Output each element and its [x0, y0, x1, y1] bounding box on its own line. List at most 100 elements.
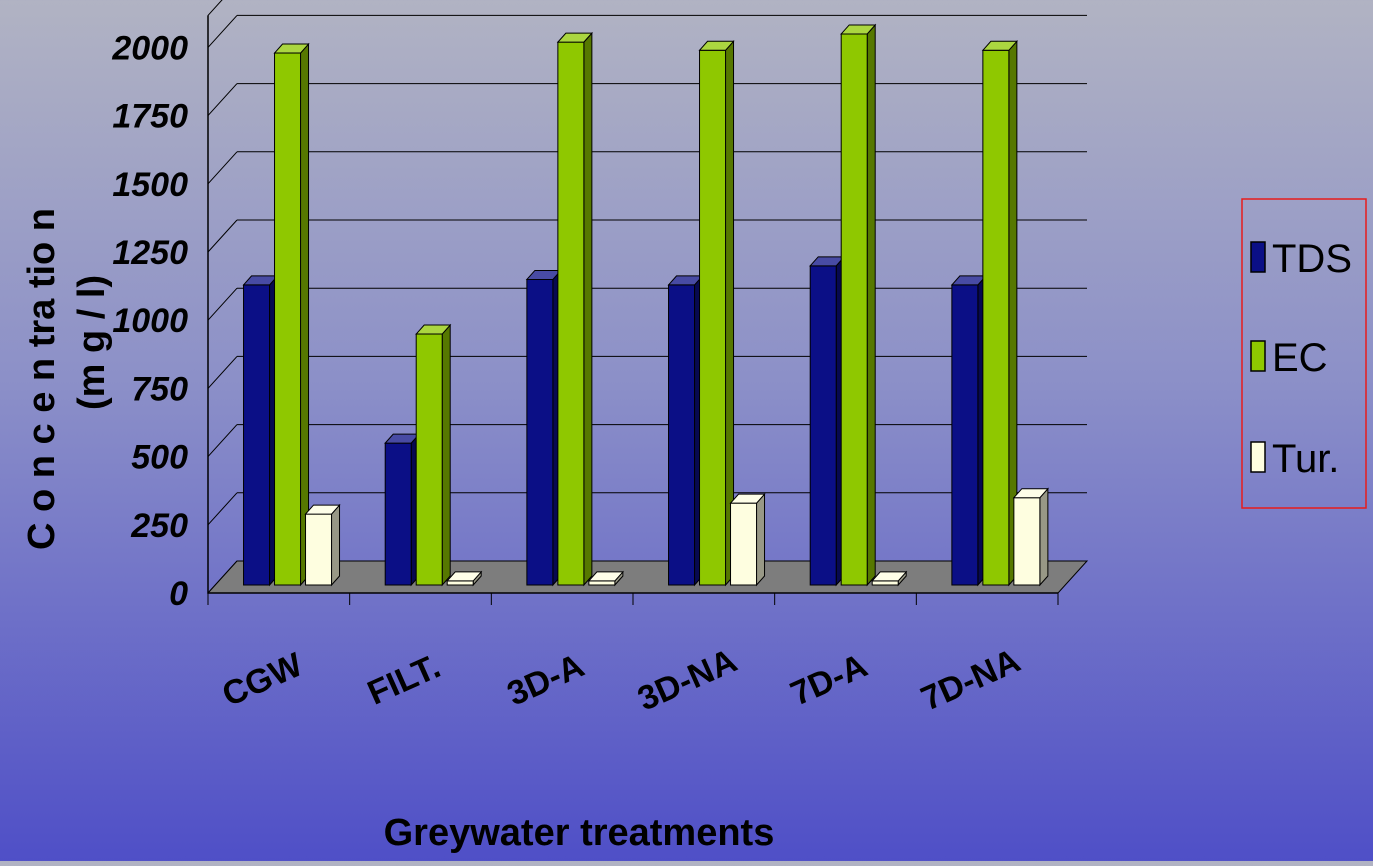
bar-side — [300, 42, 310, 587]
legend-label: EC — [1272, 336, 1328, 380]
bar-top — [587, 571, 624, 582]
gridline-side — [207, 151, 238, 185]
bar-front — [1013, 497, 1041, 586]
axes — [207, 15, 1059, 605]
x-tick-labels: CGW FILT. 3D-A 3D-NA 7D-A 7D-NA — [217, 641, 1026, 718]
y-tick-label: 750 — [131, 370, 188, 408]
bar-top — [446, 571, 483, 582]
bar-top — [415, 324, 452, 335]
legend-item: Tur. — [1250, 437, 1339, 481]
bar-front — [699, 49, 727, 586]
legend-swatch — [1250, 441, 1266, 473]
bar-top — [698, 40, 735, 51]
bar-top — [871, 571, 908, 582]
y-tick-label: 1500 — [112, 166, 188, 204]
bar-top — [729, 493, 766, 504]
x-tick-label: CGW — [217, 645, 309, 714]
bar-front — [982, 49, 1010, 586]
legend: TDS EC Tur. — [1241, 198, 1367, 509]
y-axis-title-line1: C o n c e n tra tio n — [21, 208, 63, 550]
bar-front — [274, 52, 302, 586]
bar-front — [446, 580, 474, 586]
bar-top — [840, 24, 877, 35]
bar-tds — [242, 274, 279, 587]
bar-side — [866, 23, 876, 587]
gridlines — [207, 0, 1087, 594]
bar-side — [756, 492, 766, 587]
bar-front — [243, 284, 271, 586]
y-axis-title-line2: (m g / l) — [71, 275, 113, 410]
bar-front — [668, 284, 696, 586]
bar-ec — [556, 31, 593, 587]
bar-tds — [384, 432, 421, 587]
bar-top — [1012, 488, 1049, 499]
bar-tur — [304, 503, 341, 587]
bar-ec — [840, 23, 877, 587]
x-tick-label: 3D-A — [502, 646, 590, 713]
x-tick-label: 3D-NA — [632, 641, 742, 718]
bar-tds — [809, 255, 846, 587]
bar-side — [331, 503, 341, 587]
bar-tur — [587, 570, 624, 587]
bar-side — [1039, 487, 1049, 587]
y-tick-label: 250 — [130, 507, 188, 545]
bar-ec — [273, 42, 310, 587]
legend-box — [1241, 198, 1367, 509]
bar-front — [730, 502, 758, 586]
legend-item: EC — [1250, 336, 1328, 380]
bar-top — [304, 504, 341, 515]
y-tick-label: 0 — [169, 575, 188, 613]
bar-front — [305, 513, 333, 586]
bar-tds — [525, 269, 562, 587]
bar-side — [583, 31, 593, 587]
y-tick-labels: 0 250 500 750 1000 1250 1500 1750 2000 — [111, 29, 188, 613]
gridline-side — [207, 15, 238, 48]
bar-top — [981, 40, 1018, 51]
gridline-side — [207, 492, 238, 526]
bar-ec — [981, 39, 1018, 587]
bar-tds — [950, 274, 987, 587]
bar-front — [809, 265, 837, 586]
y-tick-label: 2000 — [111, 29, 188, 67]
legend-label: TDS — [1272, 237, 1352, 281]
bar-ec — [698, 39, 735, 587]
bar-tur — [1012, 487, 1049, 587]
legend-item: TDS — [1250, 237, 1352, 281]
bar-tur — [446, 570, 483, 587]
bar-front — [526, 278, 554, 586]
gridline-side — [207, 424, 238, 457]
bar-front — [951, 284, 979, 586]
bars — [242, 23, 1049, 587]
bar-front — [557, 41, 585, 586]
bar-top — [273, 43, 310, 54]
bar-front — [588, 580, 616, 586]
legend-swatch — [1250, 241, 1266, 273]
x-axis-title: Greywater treatments — [384, 812, 775, 854]
y-tick-label: 1000 — [112, 302, 188, 340]
bar-front — [415, 333, 443, 586]
bar-side — [441, 323, 451, 587]
bar-front — [840, 33, 868, 586]
x-tick-label: 7D-NA — [916, 641, 1026, 718]
gridline-side — [207, 219, 238, 253]
bar-tds — [667, 274, 704, 587]
legend-items: TDS EC Tur. — [1250, 237, 1352, 481]
bar-tur — [729, 492, 766, 587]
y-tick-label: 500 — [131, 439, 188, 477]
x-tick-label: 7D-A — [785, 646, 873, 713]
y-tick-label: 1750 — [112, 98, 188, 136]
legend-label: Tur. — [1272, 437, 1339, 481]
bar-front — [871, 580, 899, 586]
bar-ec — [415, 323, 452, 587]
bar-top — [556, 32, 593, 43]
gridline-side — [207, 0, 223, 16]
gridline-side — [207, 83, 238, 116]
y-tick-label: 1250 — [112, 234, 188, 272]
gridline-side — [207, 356, 238, 389]
x-tick-label: FILT. — [362, 647, 446, 712]
legend-swatch — [1250, 340, 1266, 372]
gridline-side — [207, 287, 238, 321]
bar-tur — [871, 570, 908, 587]
